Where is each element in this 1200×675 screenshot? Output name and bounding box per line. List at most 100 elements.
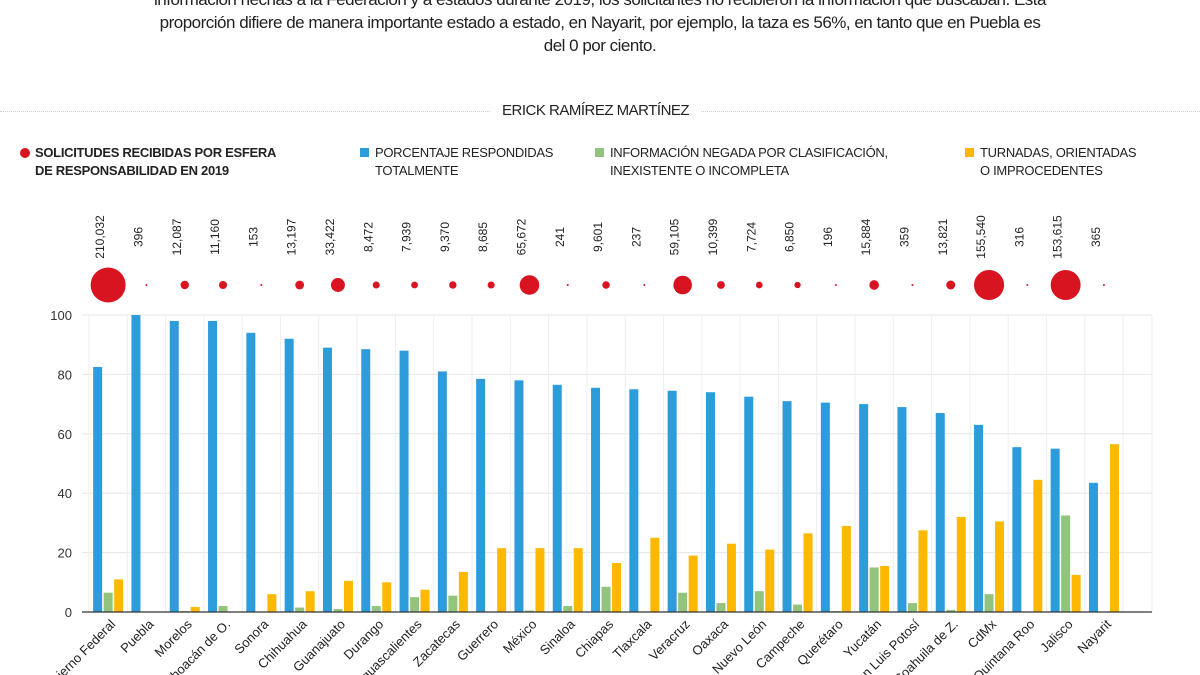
solicitudes-label: 9,370 [438,222,452,252]
bar-turnadas [420,589,430,612]
solicitudes-bubble [487,281,495,289]
legend-swatch [20,148,30,158]
x-tick-label: México [500,617,540,657]
bar-turnadas [841,525,851,612]
byline-row: ERICK RAMÍREZ MARTÍNEZ [0,101,1200,121]
y-tick-label: 100 [50,308,72,323]
bar-negada [601,586,611,612]
bar-respondidas [591,387,601,612]
solicitudes-label: 237 [629,227,643,247]
bar-respondidas [1050,448,1060,612]
solicitudes-label: 8,685 [476,222,490,252]
legend-label: PORCENTAJE RESPONDIDAS TOTALMENTE [375,145,554,178]
bar-turnadas [880,565,890,612]
bar-turnadas [726,543,736,612]
y-tick-label: 60 [58,427,72,442]
bar-respondidas [322,347,332,612]
x-tick-label: Chiapas [572,616,617,661]
bar-turnadas [956,516,966,612]
bar-respondidas [131,315,141,612]
bar-respondidas [437,371,447,612]
solicitudes-bubble [794,281,801,289]
solicitudes-label: 359 [897,227,911,247]
solicitudes-bubble [260,284,263,286]
bar-turnadas [190,606,200,612]
bar-negada [984,594,994,612]
byline: ERICK RAMÍREZ MARTÍNEZ [490,102,702,119]
solicitudes-label: 13,821 [936,218,950,255]
solicitudes-label: 241 [553,227,567,247]
bar-respondidas [974,424,984,612]
solicitudes-bubble [219,280,228,290]
bar-respondidas [361,349,371,612]
solicitudes-bubble [145,284,148,286]
solicitudes-label: 153,615 [1051,215,1065,259]
solicitudes-bubble [602,281,610,289]
solicitudes-bubble [643,284,646,286]
bar-turnadas [343,580,353,612]
bar-respondidas [705,392,715,612]
legend-label: INFORMACIÓN NEGADA POR CLASIFICACIÓN, IN… [610,145,888,178]
solicitudes-label: 396 [131,227,145,247]
solicitudes-bubble [1026,284,1029,286]
solicitudes-bubble [973,269,1005,301]
solicitudes-label: 10,399 [706,218,720,255]
solicitudes-label: 8,472 [361,222,375,252]
bar-turnadas [535,548,545,612]
bar-respondidas [399,350,409,612]
bar-turnadas [995,521,1005,612]
bar-negada [524,610,534,612]
solicitudes-label: 7,939 [400,222,414,252]
bar-negada [410,597,420,612]
bar-respondidas [667,390,677,612]
legend-swatch [595,148,604,157]
bar-turnadas [573,548,583,612]
bar-respondidas [552,384,562,612]
bar-negada [869,567,879,612]
bar-turnadas [650,537,660,612]
bar-negada [678,592,688,612]
legend: SOLICITUDES RECIBIDAS POR ESFERA DE RESP… [20,144,1195,184]
bar-turnadas [458,571,468,612]
bar-turnadas [1033,479,1043,612]
x-tick-label: Nayarit [1074,616,1114,656]
solicitudes-bubble [911,284,914,286]
solicitudes-bubble [330,278,345,292]
solicitudes-label: 11,160 [208,219,222,255]
intro-text: información hechas a la Federación y a e… [154,0,1046,55]
solicitudes-label: 9,601 [591,222,605,252]
legend-label: TURNADAS, ORIENTADAS O IMPROCEDENTES [980,145,1137,178]
bar-negada [371,606,381,612]
y-tick-label: 0 [65,605,72,620]
bar-respondidas [629,389,639,612]
solicitudes-label: 316 [1012,227,1026,247]
solicitudes-label: 65,672 [514,218,528,255]
legend-swatch [360,148,369,157]
solicitudes-bubble [180,280,189,290]
bar-negada [946,609,956,612]
solicitudes-bubble [449,281,457,289]
bar-respondidas [859,404,869,612]
bar-negada [907,603,917,612]
bar-respondidas [93,366,103,612]
bar-respondidas [782,401,792,612]
bar-respondidas [935,413,945,612]
x-tick-label: CdMx [965,616,1000,651]
solicitudes-label: 33,422 [323,218,337,255]
bar-turnadas [918,530,928,612]
solicitudes-bubble [717,281,725,289]
bar-respondidas [744,396,754,612]
solicitudes-bubble [519,275,540,295]
solicitudes-bubble [1050,270,1081,300]
solicitudes-bubble [834,284,837,286]
y-tick-label: 40 [58,486,72,501]
solicitudes-bubble [946,280,956,290]
bar-turnadas [612,562,622,612]
solicitudes-label: 210,032 [93,215,107,259]
bar-respondidas [208,320,218,612]
solicitudes-bubble [295,280,305,290]
bar-turnadas [803,533,813,612]
solicitudes-label: 365 [1089,227,1103,247]
solicitudes-label: 59,105 [668,218,682,255]
